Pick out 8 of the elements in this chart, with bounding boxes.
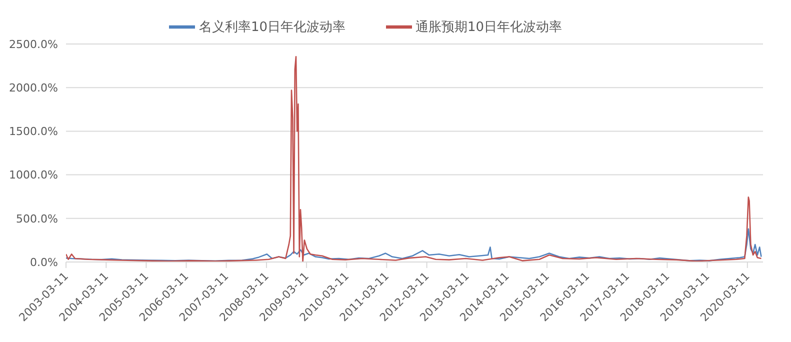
y-tick-label: 1500.0% (9, 125, 58, 138)
y-tick-label: 1000.0% (9, 168, 58, 182)
y-tick-label: 2000.0% (9, 82, 58, 95)
legend-label: 名义利率10日年化波动率 (198, 20, 346, 35)
legend-label: 通胀预期10日年化波动率 (416, 20, 562, 35)
y-tick-label: 0.0% (30, 256, 58, 269)
y-tick-label: 500.0% (16, 212, 58, 226)
y-tick-label: 2500.0% (9, 38, 58, 51)
